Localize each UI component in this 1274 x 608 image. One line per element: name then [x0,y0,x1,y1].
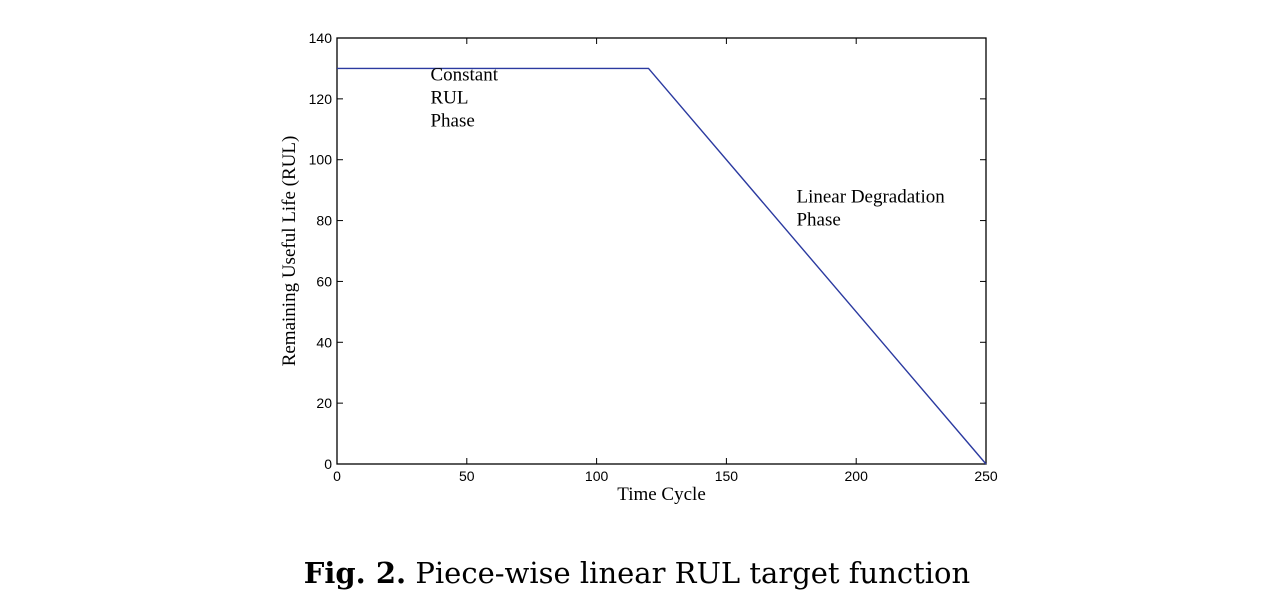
y-tick-label: 40 [316,334,332,350]
y-axis-title: Remaining Useful Life (RUL) [279,136,300,367]
annotation-constant-phase: Constant RUL Phase [430,65,498,132]
annotation-linear-phase: Linear Degradation Phase [796,186,945,230]
y-tick-label: 120 [309,91,333,107]
annotation-line: RUL [430,88,468,109]
y-tick-label: 80 [316,213,332,229]
rul-series-line [337,67,987,465]
y-tick-label: 100 [309,152,333,168]
x-tick-label: 150 [715,468,739,484]
rul-chart: 0 50 100 150 200 250 0 20 40 60 80 100 120 140 Time Cy… [279,30,998,505]
plot-frame [336,37,987,465]
caption-label: Fig. 2. [303,556,407,590]
x-tick-label: 50 [459,468,475,484]
x-tick-label: 200 [845,468,869,484]
y-tick-label: 0 [324,456,332,472]
figure-caption: Fig. 2. Piece-wise linear RUL target fun… [0,556,1274,590]
caption-text: Piece-wise linear RUL target function [415,556,971,590]
annotation-line: Phase [796,209,840,230]
x-tick-label: 250 [974,468,998,484]
plot-area: 0 50 100 150 200 250 0 20 40 60 80 100 120 140 Time Cy… [279,30,998,505]
annotation-line: Constant [430,65,498,86]
y-tick-label: 20 [316,395,332,411]
x-tick-label: 100 [585,468,609,484]
y-tick-label: 60 [316,273,332,289]
annotation-line: Phase [430,111,474,132]
x-tick-label: 0 [333,468,341,484]
y-tick-label: 140 [309,30,333,46]
x-axis-title: Time Cycle [617,484,706,505]
annotation-line: Linear Degradation [796,186,945,207]
